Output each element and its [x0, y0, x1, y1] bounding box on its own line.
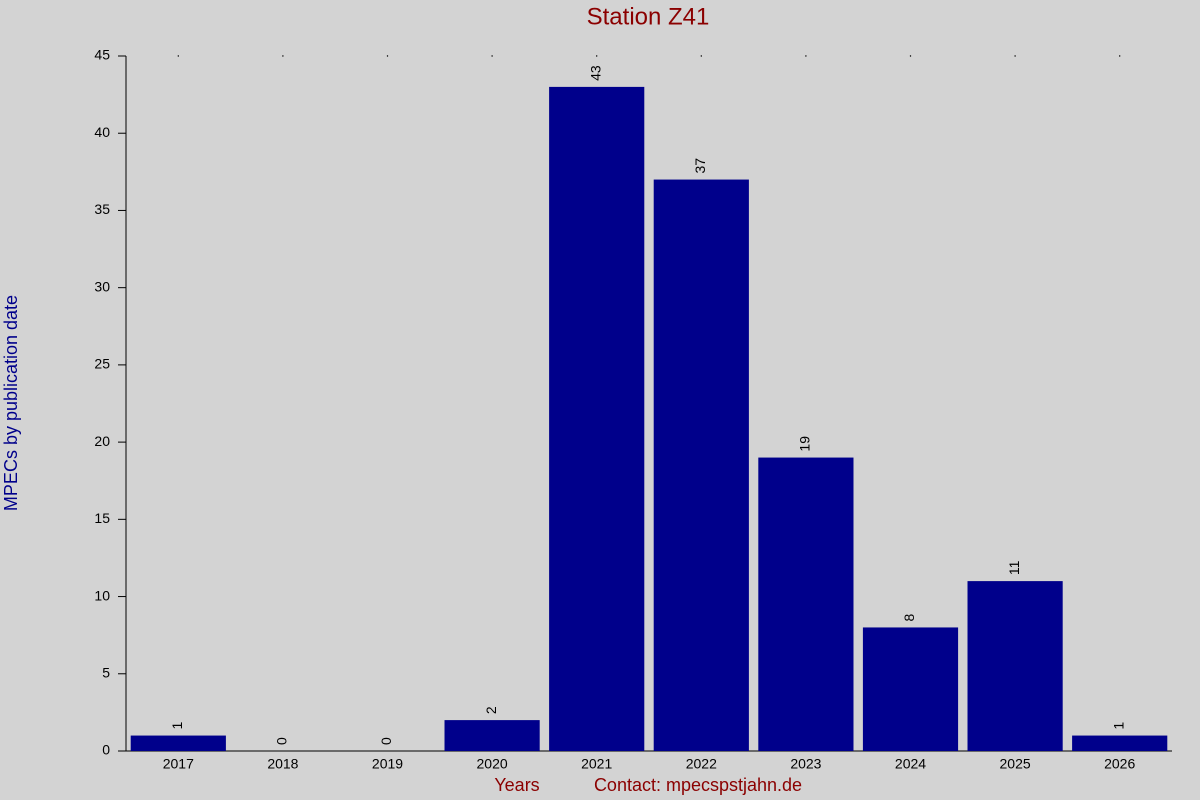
bar	[549, 86, 645, 751]
top-dot	[282, 55, 284, 57]
value-label: 2	[483, 706, 499, 714]
y-axis-label: MPECs by publication date	[1, 295, 21, 511]
top-dot	[805, 55, 807, 57]
bar	[130, 735, 226, 751]
x-tick-label: 2017	[163, 756, 194, 772]
value-label: 43	[587, 65, 603, 81]
x-tick-label: 2022	[686, 756, 717, 772]
value-label: 1	[1110, 722, 1126, 730]
bar	[967, 581, 1063, 751]
chart-title: Station Z41	[587, 3, 710, 30]
value-label: 37	[692, 158, 708, 174]
top-dot	[909, 55, 912, 57]
top-dot	[491, 55, 493, 57]
top-dot	[177, 55, 179, 57]
bar	[444, 720, 540, 751]
top-dot	[596, 55, 598, 57]
value-label: 0	[378, 737, 394, 745]
y-tick-label: 30	[94, 278, 110, 294]
top-dot	[1014, 55, 1016, 57]
x-tick-label: 2019	[372, 756, 403, 772]
x-tick-label: 2026	[1104, 756, 1135, 772]
bar	[653, 179, 749, 752]
y-tick-label: 20	[94, 433, 110, 449]
annotation: Contact: mpecspstjahn.de	[594, 775, 802, 795]
value-label: 0	[274, 737, 290, 745]
bar	[862, 627, 959, 751]
x-tick-label: 2024	[895, 756, 926, 772]
y-tick-label: 5	[102, 664, 110, 680]
value-label: 11	[1006, 560, 1022, 575]
y-tick-label: 10	[94, 587, 110, 603]
y-tick-label: 25	[94, 356, 110, 372]
bar	[758, 457, 854, 751]
value-label: 8	[901, 613, 917, 621]
x-tick-label: 2018	[267, 756, 298, 772]
y-tick-label: 0	[102, 742, 110, 758]
x-tick-label: 2020	[477, 756, 508, 772]
value-label: 1	[169, 722, 185, 730]
x-tick-label: 2023	[790, 756, 821, 772]
top-dot	[386, 55, 389, 57]
y-tick-label: 35	[94, 201, 110, 217]
bar	[1072, 735, 1168, 751]
y-tick-label: 45	[94, 47, 110, 63]
top-dot	[1119, 55, 1121, 57]
y-tick-label: 15	[94, 510, 110, 526]
y-tick-label: 40	[94, 124, 110, 140]
x-tick-label: 2021	[581, 756, 612, 772]
top-dot	[700, 55, 702, 57]
value-label: 19	[797, 436, 813, 452]
x-tick-label: 2025	[1000, 756, 1031, 772]
x-axis-label: Years	[494, 775, 539, 795]
